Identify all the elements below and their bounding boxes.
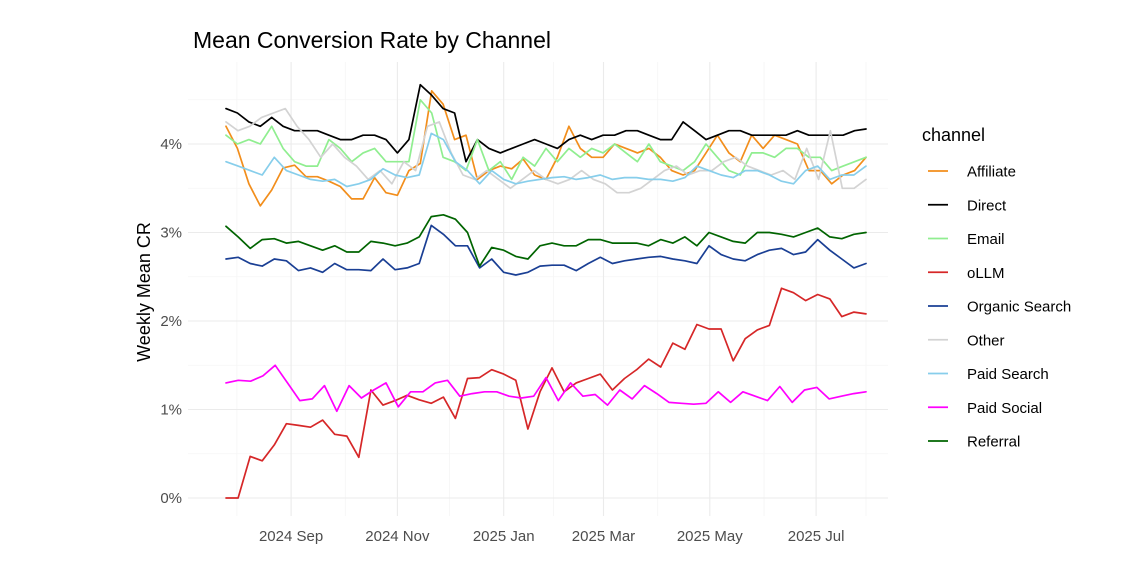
legend: Affiliate Direct Email oLLM Organic Search Ot… (928, 164, 1071, 451)
x-tick-label: 2024 Sep (259, 528, 323, 545)
x-tick-labels: 2024 Sep 2024 Nov 2025 Jan 2025 Mar 2025 May… (259, 528, 844, 545)
legend-label: Direct (967, 197, 1007, 214)
series-line-direct (225, 83, 867, 163)
x-tick-label: 2025 Mar (572, 528, 635, 545)
grid (188, 62, 888, 516)
legend-label: Other (967, 332, 1005, 349)
legend-item-paid-social: Paid Social (928, 400, 1042, 417)
legend-item-other: Other (928, 332, 1005, 349)
series-line-referral (225, 213, 867, 267)
series-line-paid-search (225, 132, 867, 188)
series-line-paid-social (225, 364, 867, 413)
y-tick-label: 0% (160, 490, 182, 507)
x-tick-label: 2025 Jul (788, 528, 845, 545)
legend-label: Referral (967, 434, 1020, 451)
legend-label: Paid Social (967, 400, 1042, 417)
chart-title: Mean Conversion Rate by Channel (193, 27, 551, 53)
legend-item-email: Email (928, 231, 1005, 248)
series-layer (225, 83, 867, 499)
x-tick-label: 2025 Jan (473, 528, 535, 545)
y-tick-label: 4% (160, 136, 182, 153)
x-tick-label: 2025 May (677, 528, 743, 545)
series-line-ollm (225, 287, 867, 499)
y-tick-label: 3% (160, 225, 182, 242)
y-axis-title: Weekly Mean CR (134, 222, 154, 362)
legend-label: Organic Search (967, 299, 1071, 316)
y-tick-labels: 0% 1% 2% 3% 4% (160, 136, 182, 507)
legend-label: oLLM (967, 265, 1005, 282)
legend-item-referral: Referral (928, 434, 1020, 451)
legend-label: Affiliate (967, 164, 1016, 181)
y-tick-label: 1% (160, 402, 182, 419)
x-tick-label: 2024 Nov (365, 528, 430, 545)
legend-item-ollm: oLLM (928, 265, 1005, 282)
series-line-email (225, 98, 867, 181)
legend-item-affiliate: Affiliate (928, 164, 1016, 181)
legend-label: Paid Search (967, 366, 1049, 383)
legend-item-direct: Direct (928, 197, 1007, 214)
legend-item-paid-search: Paid Search (928, 366, 1049, 383)
series-line-organic-search (225, 224, 867, 276)
series-line-other (225, 107, 867, 194)
legend-label: Email (967, 231, 1005, 248)
y-tick-label: 2% (160, 313, 182, 330)
legend-title: channel (922, 125, 985, 145)
legend-item-organic-search: Organic Search (928, 299, 1071, 316)
